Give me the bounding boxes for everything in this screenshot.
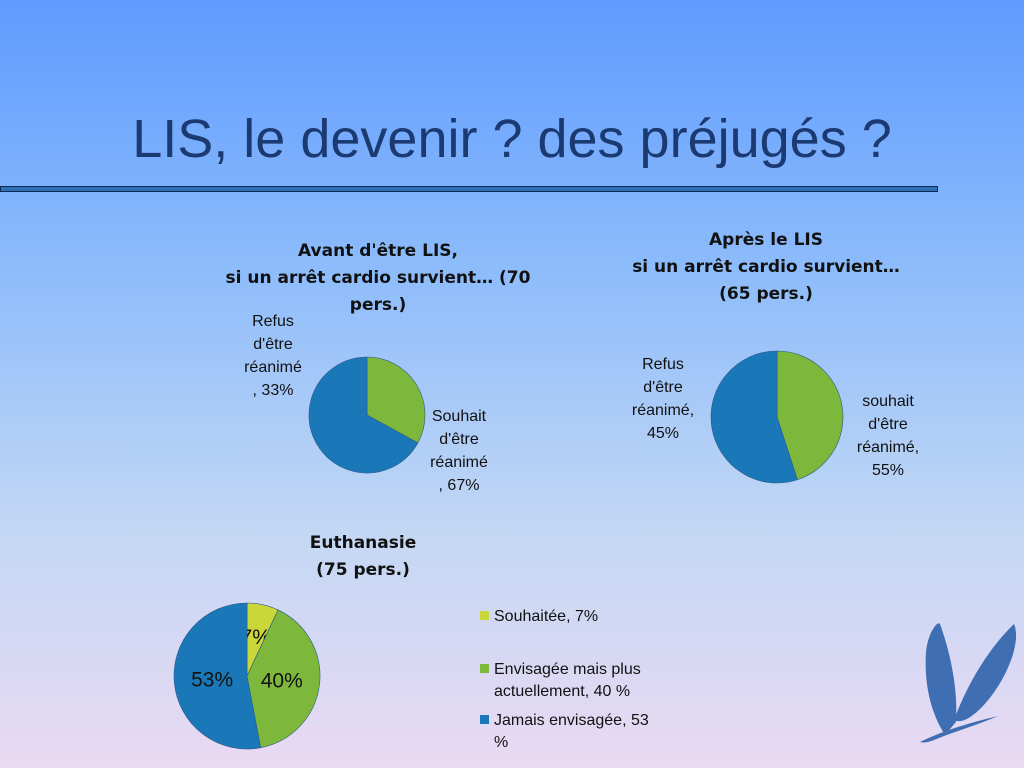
label-line: d'être: [253, 336, 293, 353]
chart1-label-souhait: Souhait d'être réanimé , 67%: [414, 405, 504, 497]
chart2-title-line: Après le LIS: [709, 230, 823, 250]
legend-swatch: [480, 664, 489, 673]
chart1-title-line: pers.): [349, 295, 407, 315]
legend-line: Jamais envisagée, 53: [494, 712, 649, 729]
chart2-label-refus: Refus d'être réanimé, 45%: [615, 353, 711, 445]
chart3-title-line: Euthanasie: [309, 533, 417, 553]
label-line: Souhait: [431, 408, 487, 425]
legend-swatch: [480, 715, 489, 724]
chart2-title-line: si un arrêt cardio survient…: [632, 257, 900, 277]
pie-slice: [308, 356, 419, 474]
pie-data-label: 53%: [191, 668, 233, 691]
pie-slice: [776, 350, 844, 481]
pie-slice: [246, 609, 321, 749]
label-line: d'être: [439, 431, 479, 448]
label-line: réanimé,: [856, 439, 920, 456]
label-line: d'être: [868, 416, 908, 433]
label-line: réanimé: [244, 359, 302, 376]
chart1-title-line: Avant d'être LIS,: [298, 241, 458, 261]
chart2-title-line: (65 pers.): [719, 284, 813, 304]
butterfly-logo-icon: [920, 623, 1017, 743]
label-line: Refus: [252, 313, 294, 330]
label-line: réanimé: [430, 454, 488, 471]
legend-swatch: [480, 611, 489, 620]
label-line: 55%: [871, 462, 905, 479]
label-line: , 67%: [438, 477, 480, 494]
chart2-title: Après le LIS si un arrêt cardio survient…: [616, 227, 916, 308]
legend-item-souhaitee: Souhaitée, 7%: [480, 606, 710, 628]
legend-line: Souhaitée, 7%: [494, 608, 599, 625]
legend-line: Envisagée mais plus: [494, 661, 641, 678]
chart1-title: Avant d'être LIS, si un arrêt cardio sur…: [218, 238, 538, 319]
legend-label: Souhaitée, 7%: [480, 606, 710, 628]
legend-item-jamais: Jamais envisagée, 53 %: [480, 710, 710, 754]
label-line: 45%: [646, 425, 680, 442]
label-line: d'être: [643, 379, 683, 396]
chart1-label-refus: Refus d'être réanimé , 33%: [228, 310, 318, 402]
chart3-title-line: (75 pers.): [316, 560, 410, 580]
legend-line: %: [494, 734, 509, 751]
chart3-title: Euthanasie (75 pers.): [263, 530, 463, 584]
legend-item-envisagee: Envisagée mais plus actuellement, 40 %: [480, 659, 710, 703]
legend-line: actuellement, 40 %: [494, 683, 631, 700]
legend-label: Envisagée mais plus actuellement, 40 %: [480, 659, 710, 703]
chart2-label-souhait: souhait d'être réanimé, 55%: [840, 390, 936, 482]
chart1-title-line: si un arrêt cardio survient… (70: [225, 268, 531, 288]
label-line: réanimé,: [631, 402, 695, 419]
label-line: souhait: [862, 393, 914, 410]
legend-label: Jamais envisagée, 53 %: [480, 710, 710, 754]
pie-slice: [366, 356, 426, 444]
title-divider: [0, 186, 938, 192]
label-line: Refus: [642, 356, 684, 373]
slide-title: LIS, le devenir ? des préjugés ?: [132, 109, 892, 169]
pie-data-label: 40%: [261, 669, 303, 692]
label-line: , 33%: [252, 382, 294, 399]
pie-slice: [710, 350, 798, 484]
pie-slice: [173, 602, 262, 750]
